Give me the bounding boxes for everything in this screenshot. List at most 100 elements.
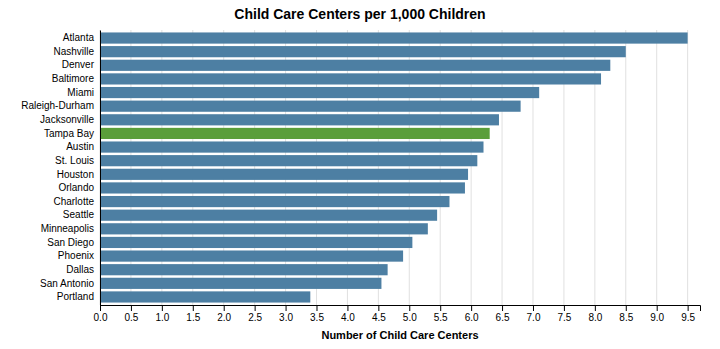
x-tick-label: 8.0 [588,312,602,323]
grid-line [130,30,131,305]
x-tick-label: 9.5 [681,312,695,323]
grid-line [100,30,101,305]
y-tick: Austin [66,141,94,152]
x-tick: 8.0 [588,305,602,323]
x-tick-mark [286,305,287,311]
x-tick-label: 0.5 [124,312,138,323]
y-tick: San Diego [47,237,94,248]
x-tick: 9.0 [650,305,664,323]
x-tick-mark [255,305,256,311]
grid-line [532,30,533,305]
x-tick: 5.5 [434,305,448,323]
x-tick-mark [626,305,627,311]
y-tick: Phoenix [58,250,94,261]
grid-line [594,30,595,305]
x-tick-label: 0.0 [94,312,108,323]
x-tick-mark [131,305,132,311]
y-tick-label: Austin [66,141,94,152]
x-tick: 7.5 [557,305,571,323]
x-tick-mark [502,305,503,311]
x-tick: 7.0 [527,305,541,323]
x-tick-mark [224,305,225,311]
bar [100,114,499,125]
x-tick-label: 2.0 [217,312,231,323]
x-tick: 6.5 [496,305,510,323]
bar [100,155,477,166]
grid-line [378,30,379,305]
bar [100,101,521,112]
x-tick-mark [595,305,596,311]
x-tick-label: 4.0 [341,312,355,323]
y-tick-label: Denver [62,59,95,70]
y-tick: Denver [62,59,95,70]
y-tick: Miami [67,87,94,98]
grid-line [502,30,503,305]
grid-line [192,30,193,305]
bar [100,223,428,234]
y-tick: Baltimore [52,73,95,84]
y-tick-label: Minneapolis [41,223,94,234]
x-tick-label: 1.0 [155,312,169,323]
x-tick-label: 5.0 [403,312,417,323]
x-tick-mark [100,305,101,311]
x-tick: 9.5 [681,305,695,323]
bar [100,237,412,248]
grid-line [656,30,657,305]
x-tick-mark [657,305,658,311]
x-tick-mark [316,305,317,311]
bar [100,291,310,302]
bar [100,250,403,261]
y-tick: Minneapolis [41,223,94,234]
y-tick-label: St. Louis [55,155,94,166]
x-tick: 3.5 [310,305,324,323]
bar [100,128,490,139]
y-tick-label: Phoenix [58,250,94,261]
y-axis: AtlantaNashvilleDenverBaltimoreMiamiRale… [21,31,100,306]
x-tick: 5.0 [403,305,417,323]
plot-area: 0.00.51.01.52.02.53.03.54.04.55.05.56.06… [21,30,700,323]
bar [100,182,465,193]
title: Child Care Centers per 1,000 Children [234,6,485,22]
y-tick: Dallas [66,264,94,275]
x-tick-mark [533,305,534,311]
bar [100,196,449,207]
x-tick-label: 4.5 [372,312,386,323]
y-tick: Tampa Bay [44,128,94,139]
chart-svg: 0.00.51.01.52.02.53.03.54.04.55.05.56.06… [0,0,720,349]
y-tick-label: San Antonio [40,278,94,289]
bar [100,60,610,71]
y-tick: Houston [57,169,94,180]
bar [100,73,601,84]
bar [100,264,388,275]
y-tick-label: Baltimore [52,73,95,84]
grid-line [563,30,564,305]
x-tick-mark [440,305,441,311]
x-tick: 3.0 [279,305,293,323]
x-tick-mark [688,305,689,311]
y-tick-label: Houston [57,169,94,180]
x-tick: 2.5 [248,305,262,323]
x-tick: 2.0 [217,305,231,323]
x-tick-mark [378,305,379,311]
x-tick-mark [347,305,348,311]
x-tick-label: 6.5 [496,312,510,323]
chart-container: 0.00.51.01.52.02.53.03.54.04.55.05.56.06… [0,0,720,349]
x-tick: 8.5 [619,305,633,323]
grid-line [285,30,286,305]
x-tick-mark [471,305,472,311]
grid-line [409,30,410,305]
x-axis-line [101,306,701,312]
grid-line [471,30,472,305]
y-tick: Orlando [58,182,94,193]
x-tick: 4.0 [341,305,355,323]
y-tick: Jacksonville [40,114,94,125]
y-tick-label: Nashville [53,46,94,57]
y-tick-label: Raleigh-Durham [21,100,94,111]
x-tick-mark [409,305,410,311]
y-tick-label: Charlotte [53,196,94,207]
y-tick-label: Jacksonville [40,114,94,125]
grid-line [440,30,441,305]
y-tick-label: Orlando [58,182,94,193]
y-tick: San Antonio [40,278,94,289]
x-tick-label: 5.5 [434,312,448,323]
